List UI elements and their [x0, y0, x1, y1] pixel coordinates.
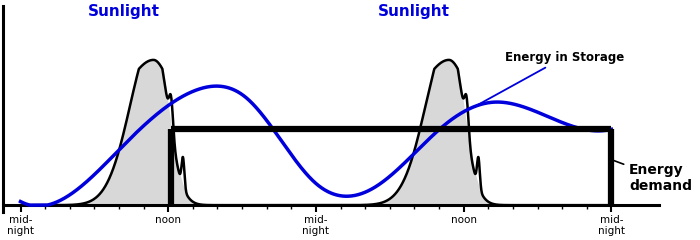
Text: Energy in Storage: Energy in Storage [478, 50, 624, 105]
Text: Sunlight: Sunlight [377, 4, 449, 19]
Text: Energy
demand: Energy demand [614, 161, 692, 193]
Text: Sunlight: Sunlight [88, 4, 160, 19]
